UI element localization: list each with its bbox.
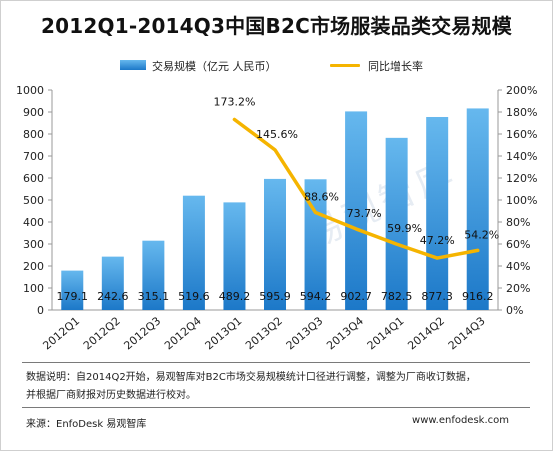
bar-value-label: 489.2 [219, 290, 251, 303]
bar-2013Q1 [223, 202, 246, 310]
x-tick-label: 2012Q1 [40, 314, 82, 352]
site-url: www.enfodesk.com [412, 415, 509, 426]
right-tick-label: 20% [506, 282, 530, 295]
growth-rate-label: 145.6% [256, 128, 298, 141]
notes-divider-bottom [22, 407, 530, 408]
growth-rate-label: 59.9% [387, 222, 422, 235]
x-tick-label: 2013Q4 [324, 314, 366, 352]
bar-2012Q2 [101, 256, 124, 310]
left-tick-label: 400 [23, 216, 44, 229]
data-note-line-2: 并根据厂商财报对历史数据进行校对。 [26, 390, 196, 401]
legend-line-label: 同比增长率 [368, 60, 423, 73]
bar-2014Q2 [426, 116, 449, 310]
right-tick-label: 140% [506, 150, 537, 163]
bar-value-label: 179.1 [57, 290, 89, 303]
x-tick-label: 2014Q1 [365, 314, 407, 352]
growth-rate-label: 88.6% [304, 191, 339, 204]
x-tick-label: 2012Q2 [81, 314, 123, 352]
right-tick-label: 120% [506, 172, 537, 185]
left-tick-label: 900 [23, 106, 44, 119]
x-tick-label: 2013Q1 [203, 314, 245, 352]
bar-value-label: 916.2 [462, 290, 494, 303]
left-tick-label: 800 [23, 128, 44, 141]
bar-2013Q3 [304, 179, 327, 310]
right-tick-label: 160% [506, 128, 537, 141]
bar-2012Q3 [142, 240, 165, 310]
right-tick-label: 100% [506, 194, 537, 207]
right-tick-label: 0% [506, 304, 523, 317]
bar-2014Q1 [385, 137, 408, 310]
x-tick-label: 2014Q3 [446, 314, 488, 352]
bar-2012Q4 [182, 195, 205, 310]
bar-value-label: 595.9 [259, 290, 291, 303]
source-text: 来源：EnfoDesk 易观智库 [26, 419, 147, 430]
growth-rate-label: 173.2% [213, 95, 255, 108]
bar-value-label: 782.5 [381, 290, 413, 303]
left-tick-label: 200 [23, 260, 44, 273]
bar-2013Q2 [264, 178, 286, 310]
data-note-line-1: 数据说明：自2014Q2开始，易观智库对B2C市场交易规模统计口径进行调整，调整… [26, 372, 476, 383]
bar-value-label: 902.7 [340, 290, 372, 303]
right-tick-label: 40% [506, 260, 530, 273]
left-tick-label: 500 [23, 194, 44, 207]
notes-divider-top [22, 362, 530, 363]
growth-rate-label: 73.7% [347, 207, 382, 220]
growth-rate-line [232, 117, 480, 260]
chart-title: 2012Q1-2014Q3中国B2C市场服装品类交易规模 [41, 14, 512, 38]
bar-value-label: 242.6 [97, 290, 129, 303]
bar-value-label: 594.2 [300, 290, 332, 303]
bar-2013Q4 [345, 111, 368, 310]
legend-bar-label: 交易规模（亿元 人民币） [152, 60, 277, 73]
bar-value-label: 877.3 [421, 290, 453, 303]
left-tick-label: 300 [23, 238, 44, 251]
bar-value-label: 519.6 [178, 290, 210, 303]
x-tick-label: 2012Q3 [121, 314, 163, 352]
left-tick-label: 700 [23, 150, 44, 163]
left-tick-label: 1000 [16, 84, 44, 97]
right-tick-label: 60% [506, 238, 530, 251]
bar-value-label: 315.1 [138, 290, 170, 303]
bar-2014Q3 [466, 108, 489, 310]
legend-bar-swatch [120, 60, 146, 70]
bar-2012Q1 [61, 270, 84, 310]
x-tick-label: 2013Q2 [243, 314, 285, 352]
legend-line-swatch [330, 64, 360, 67]
left-tick-label: 600 [23, 172, 44, 185]
right-tick-label: 180% [506, 106, 537, 119]
x-tick-label: 2012Q4 [162, 314, 204, 352]
growth-rate-label: 47.2% [420, 234, 455, 247]
growth-rate-label: 54.2% [464, 228, 499, 241]
x-tick-label: 2014Q2 [405, 314, 447, 352]
right-tick-label: 200% [506, 84, 537, 97]
left-tick-label: 0 [37, 304, 44, 317]
x-tick-label: 2013Q3 [284, 314, 326, 352]
right-tick-label: 80% [506, 216, 530, 229]
left-tick-label: 100 [23, 282, 44, 295]
